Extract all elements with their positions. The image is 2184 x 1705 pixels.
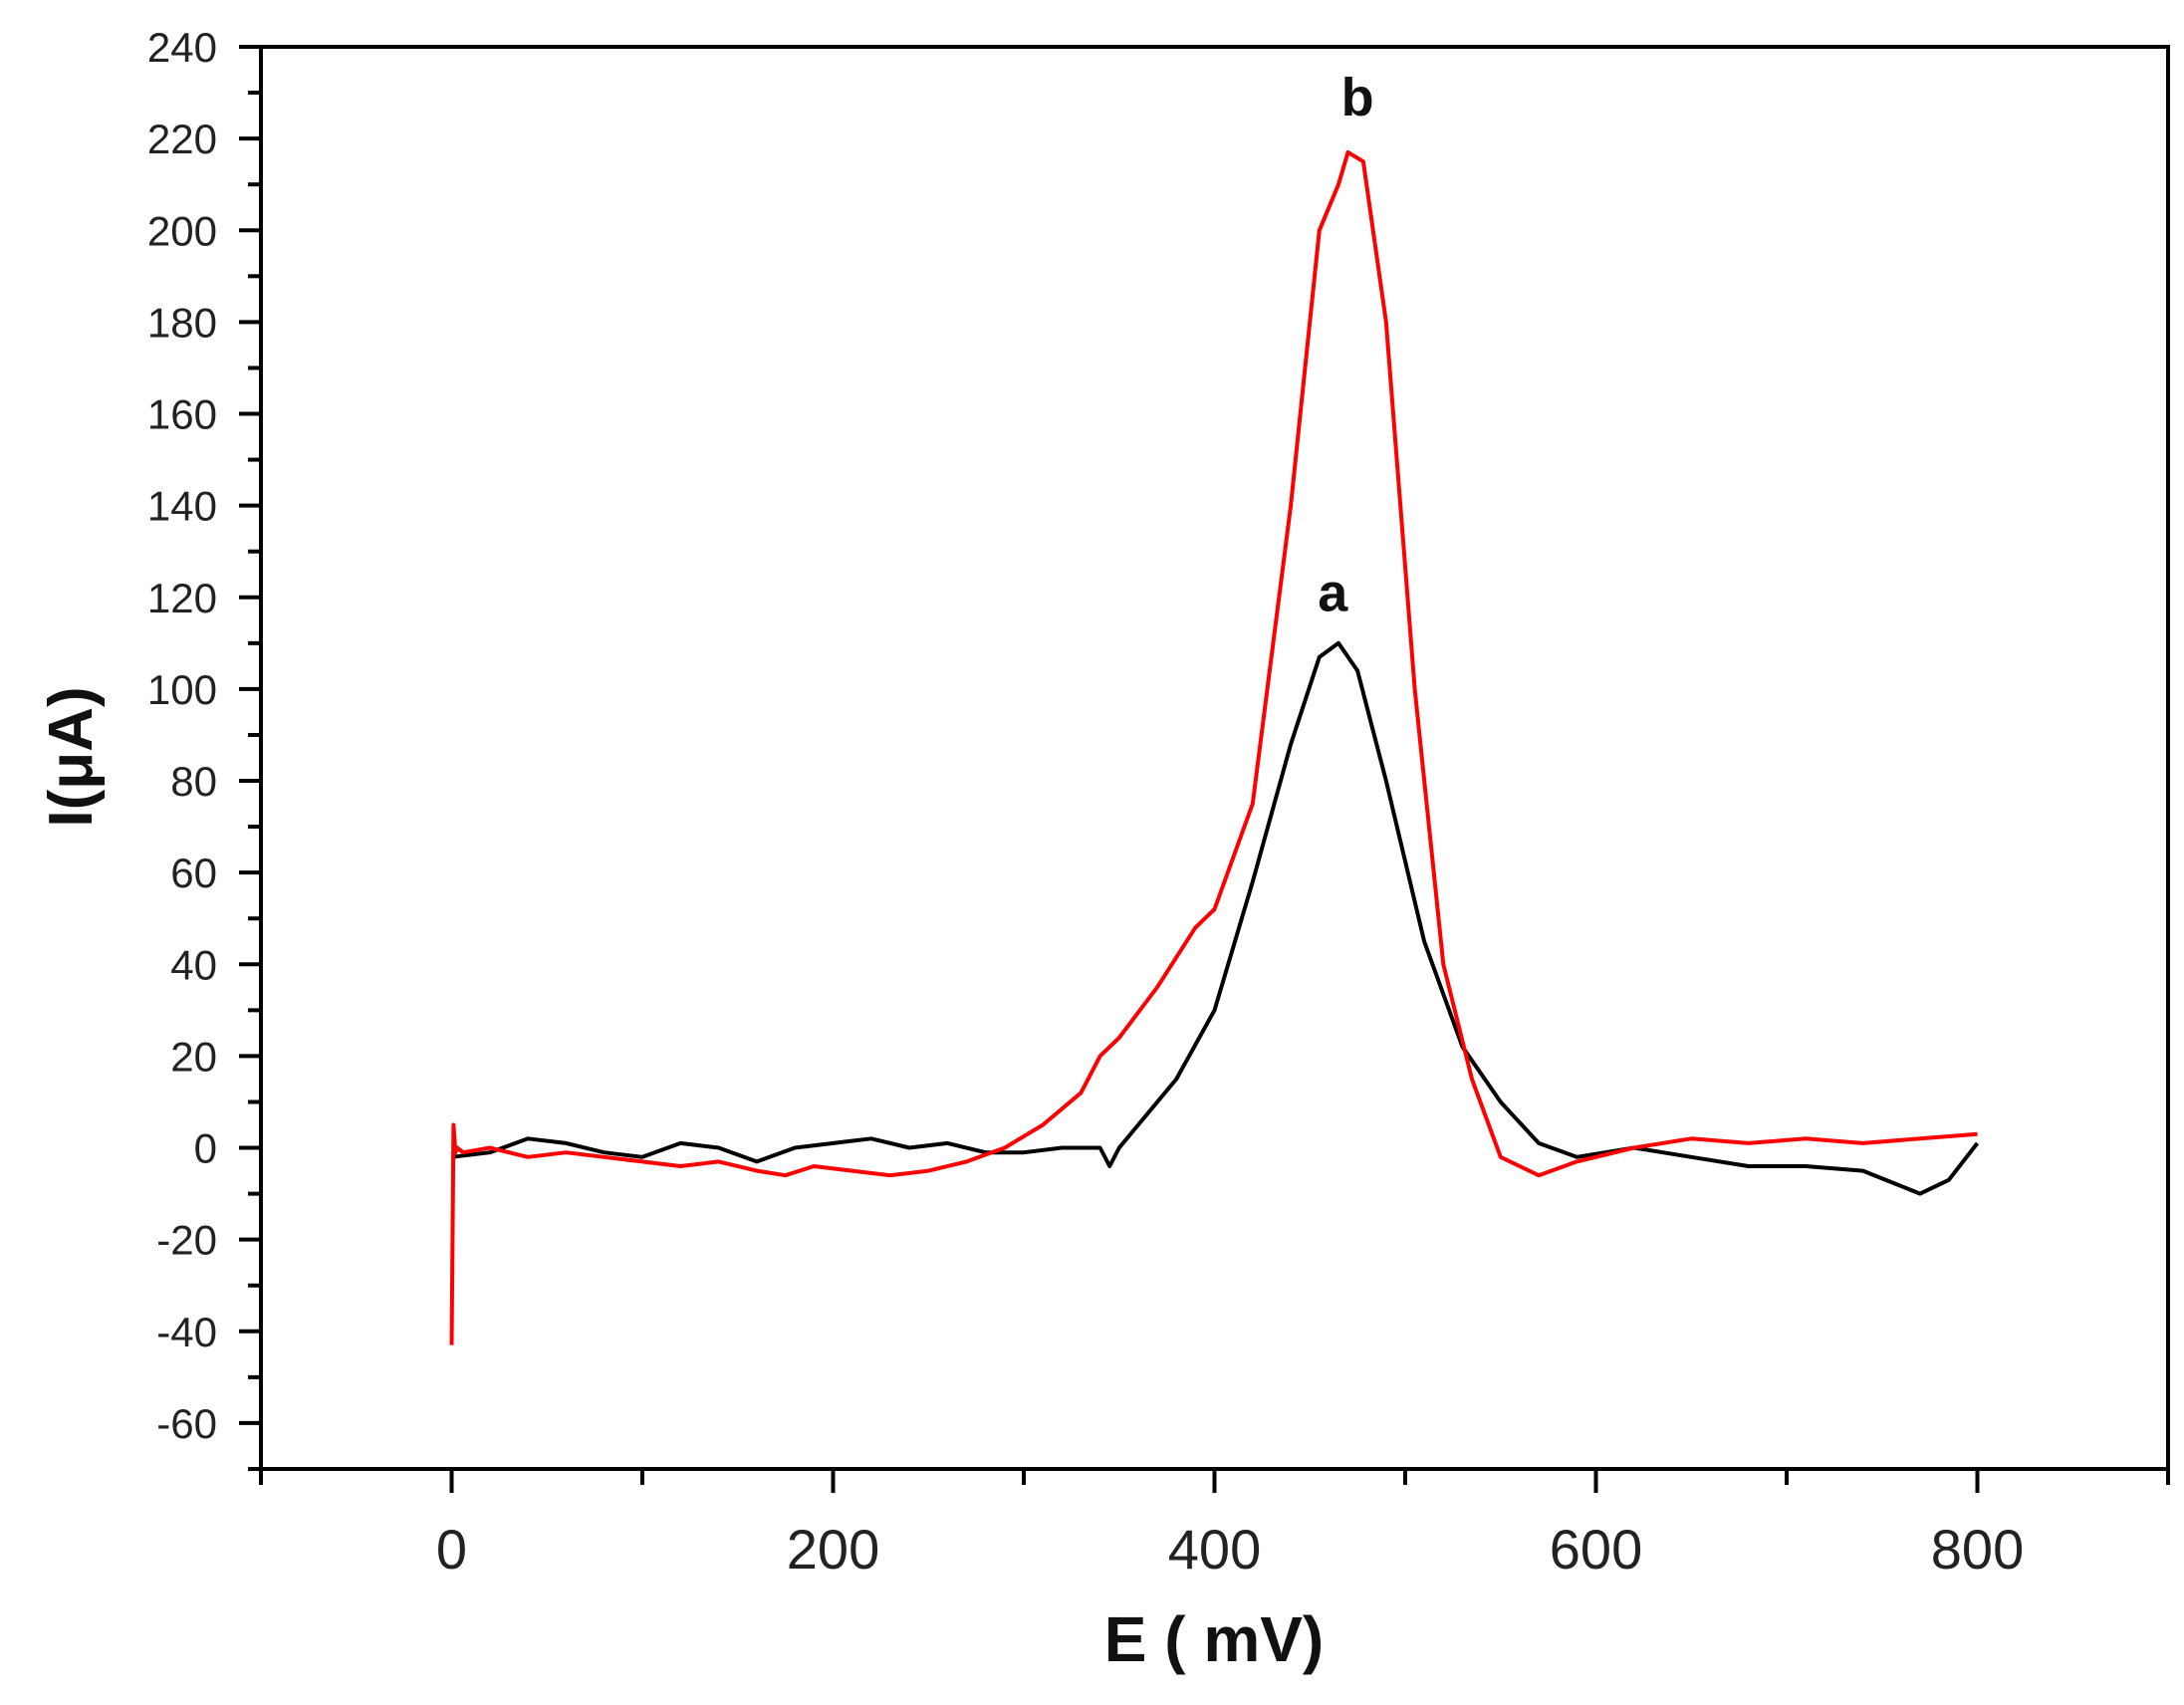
y-tick-label: 240 [147,24,217,71]
y-tick-label: 40 [170,941,217,988]
y-axis-ticks [239,45,261,1471]
x-tick-label: 800 [1931,1518,2024,1581]
y-tick-label: 20 [170,1033,217,1080]
y-tick-label: -60 [156,1400,217,1447]
y-tick-label: 80 [170,758,217,805]
y-tick-label: 160 [147,391,217,438]
y-tick-label: -20 [156,1217,217,1264]
y-tick-label: -40 [156,1309,217,1355]
y-tick-label: 100 [147,666,217,713]
y-tick-label: 60 [170,850,217,896]
y-tick-label: 180 [147,299,217,346]
series-line-a [451,640,1980,1196]
y-axis-tick-labels: -60 -40 -20 0 20 40 60 80 100 120 140 160 180 200 220 2… [147,24,217,1447]
x-axis-tick-labels: 0 200 400 600 800 [436,1518,2024,1581]
y-tick-label: 220 [147,116,217,162]
x-axis-title: E ( mV) [1104,1603,1324,1675]
x-tick-label: 0 [436,1518,467,1581]
series-label-a: a [1318,564,1348,623]
series-annotations: ab [1318,68,1373,622]
y-tick-label: 120 [147,575,217,621]
x-axis-ticks [259,1469,2170,1493]
y-tick-label: 140 [147,483,217,530]
plot-frame [259,45,2170,1471]
series-lines [449,149,1980,1345]
y-axis-title: I(μA) [37,686,106,827]
y-tick-label: 0 [194,1125,217,1172]
x-tick-label: 600 [1550,1518,1642,1581]
x-tick-label: 400 [1168,1518,1261,1581]
series-line-b [449,149,1978,1345]
series-label-b: b [1341,68,1374,127]
x-tick-label: 200 [787,1518,879,1581]
y-tick-label: 200 [147,207,217,254]
